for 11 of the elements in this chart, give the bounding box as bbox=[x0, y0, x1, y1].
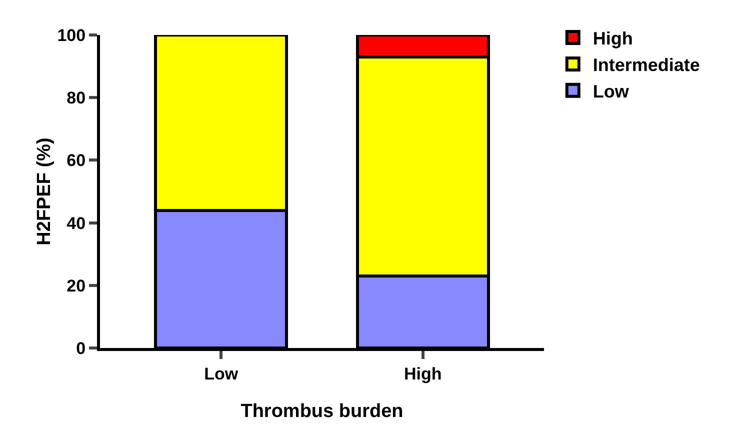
legend-label: Intermediate bbox=[592, 54, 700, 75]
y-tick-label: 0 bbox=[76, 338, 86, 358]
y-tick-label: 100 bbox=[57, 26, 86, 45]
y-tick-label: 60 bbox=[66, 151, 86, 170]
y-tick-label: 80 bbox=[66, 88, 86, 108]
y-tick-label: 20 bbox=[66, 276, 86, 296]
legend-label: Low bbox=[592, 81, 630, 102]
x-axis-title: Thrombus burden bbox=[240, 401, 404, 422]
y-tick-label: 40 bbox=[66, 214, 86, 233]
legend-label: High bbox=[592, 28, 633, 49]
y-axis-title: H2FPEF (%) bbox=[34, 138, 55, 246]
